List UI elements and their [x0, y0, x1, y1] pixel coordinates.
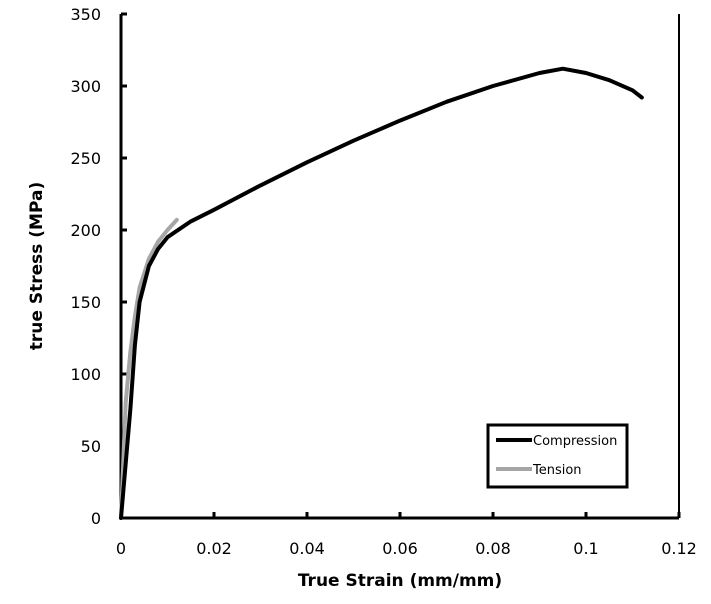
y-tick-label: 200 [70, 221, 101, 240]
y-tick-label: 350 [70, 5, 101, 24]
y-axis-label: true Stress (MPa) [27, 182, 47, 350]
x-tick-label: 0.12 [661, 539, 697, 558]
x-tick-label: 0.06 [382, 539, 418, 558]
x-tick-label: 0.08 [475, 539, 511, 558]
x-tick-label: 0.1 [573, 539, 598, 558]
x-tick-label: 0.02 [196, 539, 232, 558]
legend-label-tension: Tension [532, 463, 582, 478]
x-tick-label: 0.04 [289, 539, 325, 558]
series-line-compression [119, 66, 644, 520]
y-tick-label: 250 [70, 149, 101, 168]
legend-box [486, 423, 629, 489]
y-tick-label: 50 [81, 437, 101, 456]
y-tick-label: 300 [70, 77, 101, 96]
y-tick-label: 100 [70, 365, 101, 384]
legend: Compression Tension [486, 423, 629, 489]
x-tick-label: 0 [116, 539, 126, 558]
series-line-tension [119, 217, 179, 520]
legend-label-compression: Compression [533, 434, 617, 449]
y-tick-label: 150 [70, 293, 101, 312]
y-tick-label: 0 [91, 509, 101, 528]
x-axis-label: True Strain (mm/mm) [298, 571, 502, 591]
